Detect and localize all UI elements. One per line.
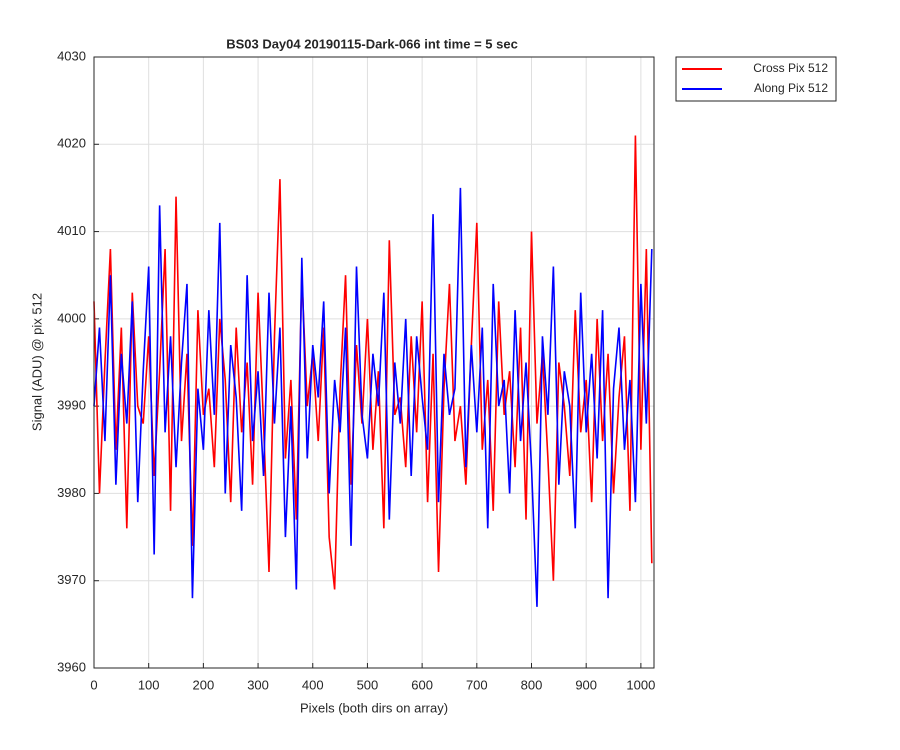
y-tick-label: 3970 xyxy=(57,572,86,587)
y-tick-label: 4010 xyxy=(57,223,86,238)
legend-label: Cross Pix 512 xyxy=(753,61,828,75)
series-line xyxy=(93,135,653,590)
series-line xyxy=(93,187,653,607)
legend-box xyxy=(675,56,837,102)
y-tick-label: 3990 xyxy=(57,398,86,413)
x-tick-label: 0 xyxy=(90,677,97,692)
y-tick-label: 4030 xyxy=(57,48,86,63)
axes-box xyxy=(93,56,655,669)
x-tick-label: 200 xyxy=(193,677,215,692)
chart-title: BS03 Day04 20190115-Dark-066 int time = … xyxy=(226,36,518,51)
x-tick-label: 600 xyxy=(411,677,433,692)
y-tick-label: 4020 xyxy=(57,136,86,151)
y-tick-label: 4000 xyxy=(57,310,86,325)
y-axis-label: Signal (ADU) @ pix 512 xyxy=(29,293,44,431)
x-axis-label: Pixels (both dirs on array) xyxy=(300,700,448,715)
x-tick-label: 100 xyxy=(138,677,160,692)
x-tick-label: 900 xyxy=(575,677,597,692)
x-tick-label: 800 xyxy=(521,677,543,692)
y-tick-label: 3960 xyxy=(57,659,86,674)
x-tick-label: 1000 xyxy=(626,677,655,692)
x-tick-label: 500 xyxy=(357,677,379,692)
legend-label: Along Pix 512 xyxy=(754,81,828,95)
x-tick-label: 400 xyxy=(302,677,324,692)
x-tick-label: 300 xyxy=(247,677,269,692)
x-tick-label: 700 xyxy=(466,677,488,692)
y-tick-label: 3980 xyxy=(57,485,86,500)
